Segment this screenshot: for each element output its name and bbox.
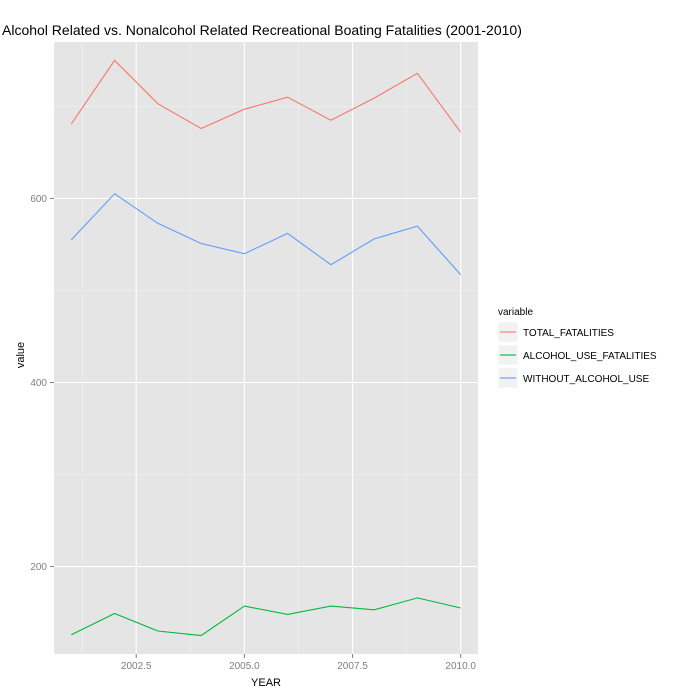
x-tick-label: 2005.0 bbox=[229, 661, 260, 672]
x-tick-label: 2010.0 bbox=[445, 661, 476, 672]
y-tick-label: 400 bbox=[30, 378, 47, 389]
chart-title: Alcohol Related vs. Nonalcohol Related R… bbox=[2, 22, 522, 38]
legend-label-total-fatalities: TOTAL_FATALITIES bbox=[523, 328, 614, 339]
series-line-without-alcohol-use bbox=[70, 193, 462, 276]
series-line-total-fatalities bbox=[70, 59, 462, 133]
plot-panel bbox=[54, 42, 478, 654]
legend-label-alcohol-use-fatalities: ALCOHOL_USE_FATALITIES bbox=[523, 351, 657, 362]
y-tick-label: 200 bbox=[30, 562, 47, 573]
legend-label-without-alcohol-use: WITHOUT_ALCOHOL_USE bbox=[523, 374, 649, 385]
x-axis-title: YEAR bbox=[251, 677, 281, 689]
y-tick-label: 600 bbox=[30, 194, 47, 205]
x-tick-label: 2002.5 bbox=[121, 661, 152, 672]
legend: variable TOTAL_FATALITIES ALCOHOL_USE_FATA… bbox=[497, 307, 657, 389]
series-line-alcohol-use-fatalities bbox=[71, 597, 461, 637]
legend-title: variable bbox=[498, 307, 533, 318]
y-axis-title: value bbox=[15, 342, 27, 368]
x-tick-label: 2007.5 bbox=[337, 661, 368, 672]
